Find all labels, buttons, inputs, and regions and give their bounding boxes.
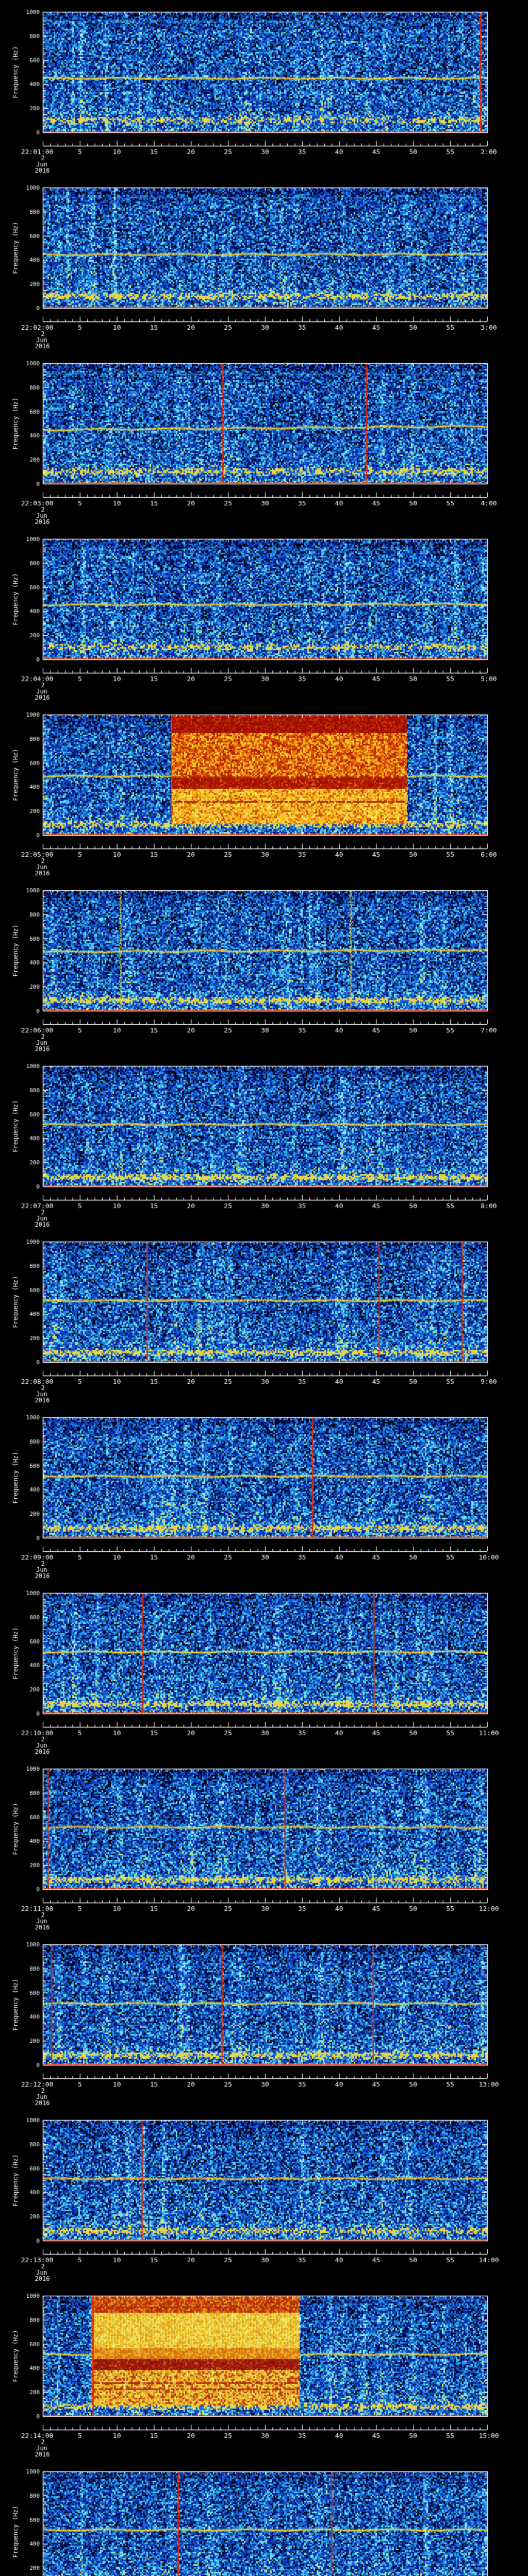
spectrogram-canvas-13 [0,2108,528,2284]
spectrogram-panel-9 [0,1405,528,1581]
spectrogram-panel-12 [0,1933,528,2108]
spectrogram-panel-5 [0,703,528,878]
spectrogram-canvas-2 [0,176,528,351]
spectrogram-canvas-6 [0,878,528,1054]
spectrogram-panel-1 [0,0,528,176]
spectrogram-canvas-7 [0,1054,528,1230]
spectrogram-canvas-12 [0,1933,528,2108]
spectrogram-canvas-3 [0,351,528,527]
spectrogram-panel-2 [0,176,528,351]
spectrogram-canvas-11 [0,1757,528,1933]
spectrogram-canvas-14 [0,2284,528,2460]
spectrogram-panel-7 [0,1054,528,1230]
spectrogram-panel-14 [0,2284,528,2460]
spectrogram-panel-3 [0,351,528,527]
spectrogram-panel-10 [0,1581,528,1757]
spectrogram-canvas-8 [0,1230,528,1405]
spectrogram-panel-11 [0,1757,528,1933]
spectrogram-panel-4 [0,527,528,703]
spectrogram-canvas-10 [0,1581,528,1757]
spectrogram-panel-13 [0,2108,528,2284]
spectrogram-canvas-1 [0,0,528,176]
spectrogram-panel-15 [0,2460,528,2576]
spectrogram-canvas-15 [0,2460,528,2576]
spectrogram-canvas-9 [0,1405,528,1581]
spectrogram-canvas-5 [0,703,528,878]
spectrogram-panel-8 [0,1230,528,1405]
spectrogram-panel-6 [0,878,528,1054]
spectrogram-canvas-4 [0,527,528,703]
